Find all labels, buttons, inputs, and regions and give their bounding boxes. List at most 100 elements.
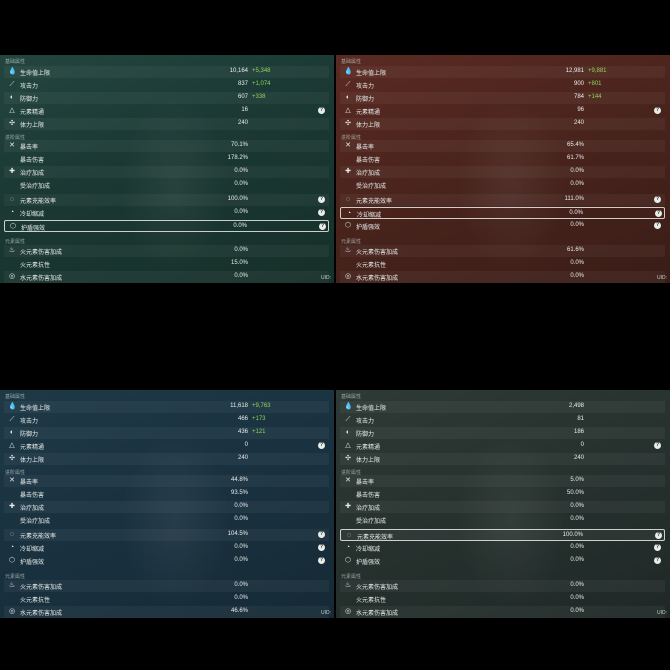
stat-row[interactable]: ✣ 体力上限 240 — [4, 453, 329, 465]
stat-row[interactable]: 火元素抗性 0.0% — [4, 593, 329, 605]
help-icon[interactable]: ? — [318, 196, 325, 203]
stat-label: 元素充能效率 — [357, 535, 394, 541]
stat-row[interactable]: ◎ 水元素伤害加成 0.0% — [4, 271, 329, 283]
stat-row[interactable]: ♨ 火元素伤害加成 0.0% — [4, 245, 329, 257]
stat-row[interactable]: 火元素抗性 15.0% — [4, 258, 329, 270]
stamina-icon: ✣ — [9, 455, 15, 462]
stat-row[interactable]: ⟋ 攻击力 466 +173 — [4, 414, 329, 426]
hydro-icon: ◎ — [344, 273, 352, 280]
stat-row[interactable]: ✕ 暴击率 44.8% — [4, 475, 329, 487]
stat-row[interactable]: ♨ 火元素伤害加成 61.6% — [340, 245, 665, 257]
stat-label: 治疗加成 — [20, 171, 45, 177]
stat-row[interactable]: ✚ 治疗加成 0.0% — [340, 501, 665, 513]
stat-row[interactable]: ◎ 水元素伤害加成 46.6% — [4, 606, 329, 618]
stat-row[interactable]: 受治疗加成 0.0% — [4, 179, 329, 191]
stat-row[interactable]: ✣ 体力上限 240 — [4, 118, 329, 130]
stat-row[interactable]: 受治疗加成 0.0% — [4, 514, 329, 526]
stat-value: 837 — [237, 81, 248, 87]
stat-label: 暴击伤害 — [20, 493, 45, 499]
stat-row[interactable]: ◐ 防御力 186 — [340, 427, 665, 439]
stat-row[interactable]: ♨ 火元素伤害加成 0.0% — [4, 580, 329, 592]
stat-row[interactable]: ✣ 体力上限 240 — [340, 118, 665, 130]
help-icon[interactable]: ? — [654, 107, 661, 114]
stat-row[interactable]: 受治疗加成 0.0% — [340, 514, 665, 526]
stats-panel-1: 基础属性 进阶属性 元素属性 💧 生命值上限 10,164 +5,348 ⟋ 攻击力 837 +1,… — [0, 55, 334, 283]
stat-label: 体力上限 — [20, 123, 45, 129]
help-icon[interactable]: ? — [654, 544, 661, 551]
stat-row[interactable]: 暴击伤害 50.0% — [340, 488, 665, 500]
energy-recharge-icon: ◌ — [9, 531, 15, 538]
stat-row[interactable]: ◐ 防御力 607 +338 — [4, 92, 329, 104]
help-icon[interactable]: ? — [655, 532, 662, 539]
stat-row[interactable]: ◔ 冷却缩减 0.0%? — [4, 542, 329, 554]
help-icon[interactable]: ? — [654, 222, 661, 229]
stat-row[interactable]: ◌ 元素充能效率 100.0%? — [340, 529, 665, 541]
stat-value: 784 — [573, 94, 584, 100]
stat-row[interactable]: ✕ 暴击率 65.4% — [340, 140, 665, 152]
stat-row[interactable]: 暴击伤害 93.5% — [4, 488, 329, 500]
stat-label: 冷却缩减 — [20, 547, 45, 553]
help-icon[interactable]: ? — [318, 531, 325, 538]
stat-value: 0.0% — [570, 582, 584, 588]
help-icon[interactable]: ? — [318, 107, 325, 114]
stat-row[interactable]: 💧 生命值上限 12,981 +9,881 — [340, 66, 665, 78]
stat-row[interactable]: ✕ 暴击率 70.1% — [4, 140, 329, 152]
stat-row[interactable]: ✣ 体力上限 240 — [340, 453, 665, 465]
stat-row[interactable]: ✚ 治疗加成 0.0% — [4, 501, 329, 513]
stat-row[interactable]: ◎ 水元素伤害加成 0.0% — [340, 606, 665, 618]
hydro-icon: ◎ — [8, 608, 16, 615]
stat-row[interactable]: ✚ 治疗加成 0.0% — [340, 166, 665, 178]
stat-row[interactable]: ⬡ 护盾强效 0.0%? — [4, 220, 329, 232]
stat-row[interactable]: 受治疗加成 0.0% — [340, 179, 665, 191]
uid-label: UID: — [321, 275, 331, 281]
stat-row[interactable]: 暴击伤害 61.7% — [340, 153, 665, 165]
stat-row[interactable]: ◌ 元素充能效率 111.0%? — [340, 194, 665, 206]
stat-row[interactable]: ⬡ 护盾强效 0.0%? — [4, 555, 329, 567]
stat-label: 暴击伤害 — [356, 158, 381, 164]
stat-row[interactable]: 火元素抗性 0.0% — [340, 593, 665, 605]
shield-strength-icon: ⬡ — [9, 223, 17, 230]
uid-label: UID: — [657, 610, 667, 616]
pyro-icon: ♨ — [344, 247, 352, 254]
stat-row[interactable]: ♨ 火元素伤害加成 0.0% — [340, 580, 665, 592]
help-icon[interactable]: ? — [655, 210, 662, 217]
stat-row[interactable]: ◌ 元素充能效率 100.0%? — [4, 194, 329, 206]
stat-row[interactable]: ⬡ 护盾强效 0.0%? — [340, 555, 665, 567]
hp-drop-icon: 💧 — [8, 68, 17, 75]
help-icon[interactable]: ? — [654, 196, 661, 203]
stat-row[interactable]: ⟋ 攻击力 81 — [340, 414, 665, 426]
stat-row[interactable]: ◐ 防御力 436 +121 — [4, 427, 329, 439]
stat-label: 暴击率 — [20, 480, 39, 486]
stat-row[interactable]: ◔ 冷却缩减 0.0%? — [4, 207, 329, 219]
stat-row[interactable]: △ 元素精通 16? — [4, 105, 329, 117]
help-icon[interactable]: ? — [318, 209, 325, 216]
stat-row[interactable]: ◔ 冷却缩减 0.0%? — [340, 207, 665, 219]
help-icon[interactable]: ? — [318, 442, 325, 449]
stat-row[interactable]: ✕ 暴击率 5.0% — [340, 475, 665, 487]
stat-row[interactable]: 暴击伤害 178.2% — [4, 153, 329, 165]
stat-row[interactable]: ◌ 元素充能效率 104.5%? — [4, 529, 329, 541]
stat-row[interactable]: 火元素抗性 0.0% — [340, 258, 665, 270]
stat-row[interactable]: ◐ 防御力 784 +144 — [340, 92, 665, 104]
help-icon[interactable]: ? — [318, 557, 325, 564]
help-icon[interactable]: ? — [319, 223, 326, 230]
stat-label: 护盾强效 — [21, 226, 46, 232]
stat-row[interactable]: ◎ 水元素伤害加成 0.0% — [340, 271, 665, 283]
stat-value: 0 — [244, 442, 248, 448]
stat-row[interactable]: 💧 生命值上限 11,618 +9,763 — [4, 401, 329, 413]
stat-row[interactable]: ⟋ 攻击力 900 +801 — [340, 79, 665, 91]
stat-row[interactable]: 💧 生命值上限 2,498 — [340, 401, 665, 413]
stat-row[interactable]: ✚ 治疗加成 0.0% — [4, 166, 329, 178]
stat-row[interactable]: △ 元素精通 0? — [4, 440, 329, 452]
stat-row[interactable]: △ 元素精通 96? — [340, 105, 665, 117]
help-icon[interactable]: ? — [318, 544, 325, 551]
stat-row[interactable]: △ 元素精通 0? — [340, 440, 665, 452]
stat-row[interactable]: ◔ 冷却缩减 0.0%? — [340, 542, 665, 554]
stat-row[interactable]: 💧 生命值上限 10,164 +5,348 — [4, 66, 329, 78]
stat-value: 0.0% — [234, 582, 248, 588]
stat-value: 0.0% — [570, 503, 584, 509]
help-icon[interactable]: ? — [654, 442, 661, 449]
help-icon[interactable]: ? — [654, 557, 661, 564]
stat-row[interactable]: ⟋ 攻击力 837 +1,074 — [4, 79, 329, 91]
stat-row[interactable]: ⬡ 护盾强效 0.0%? — [340, 220, 665, 232]
